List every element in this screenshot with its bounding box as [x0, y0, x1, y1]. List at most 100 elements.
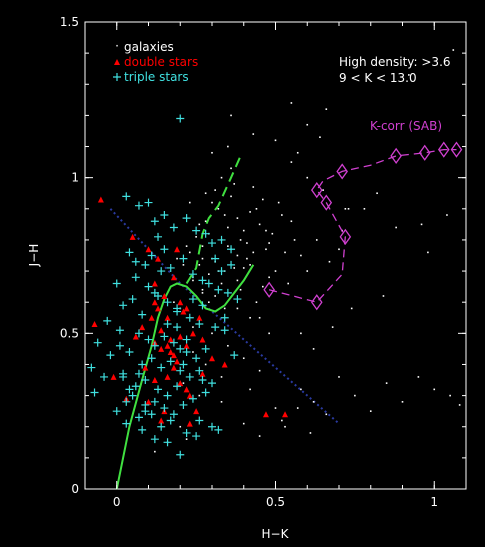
galaxies-point: [185, 245, 188, 247]
triple-stars-point: [150, 341, 159, 350]
triple-stars-point: [144, 282, 153, 291]
triple-stars-point: [115, 326, 124, 335]
galaxies-point: [198, 394, 201, 397]
triple-stars-point: [128, 391, 137, 400]
k-corr-sab-marker: [310, 294, 323, 311]
triple-stars-point: [185, 372, 194, 381]
triple-stars-point: [233, 295, 242, 304]
galaxies-point: [274, 139, 277, 142]
triple-stars-point: [112, 407, 121, 416]
galaxies-point: [233, 267, 236, 269]
galaxies-point: [220, 401, 223, 403]
galaxies-point: [211, 332, 213, 335]
triple-stars-point: [182, 335, 191, 344]
triple-stars-point: [176, 450, 185, 459]
double-stars-point: [262, 411, 269, 418]
triple-stars-point: [157, 422, 166, 431]
galaxies-point: [312, 348, 315, 350]
double-stars-point: [183, 386, 190, 393]
triple-stars-point: [179, 360, 188, 369]
triple-stars-point: [147, 410, 156, 419]
solid-line-line: [115, 264, 255, 490]
galaxies-point: [201, 245, 204, 247]
double-stars-point: [151, 299, 158, 306]
double-stars-point: [177, 333, 184, 340]
galaxies-point: [401, 401, 404, 403]
triple-stars-point: [198, 276, 207, 285]
triple-stars-point: [131, 382, 140, 391]
double-stars-point: [177, 299, 184, 306]
double-stars-point: [142, 364, 149, 371]
double-stars-point: [177, 380, 184, 387]
k-corr-sab-marker: [336, 163, 348, 180]
double-stars-point: [164, 314, 171, 321]
triple-stars-point: [141, 376, 150, 385]
galaxies-point: [268, 242, 270, 244]
galaxies-point: [385, 382, 388, 384]
galaxies-point: [188, 251, 191, 254]
double-stars-point: [145, 398, 152, 405]
annotation-k-range: 9 < K < 13.0: [339, 71, 417, 85]
galaxies-point: [382, 295, 385, 297]
galaxies-point: [452, 49, 455, 51]
triple-stars-point: [220, 313, 229, 322]
double-stars-point: [91, 320, 98, 327]
galaxies-point: [319, 136, 321, 138]
double-stars-point: [196, 314, 203, 321]
double-stars-point: [199, 370, 206, 377]
triple-stars-point: [154, 232, 163, 241]
triple-stars-point: [125, 385, 134, 394]
double-stars-point: [139, 324, 146, 331]
galaxies-point: [350, 307, 353, 310]
triple-stars-point: [166, 263, 175, 272]
triple-stars-point: [141, 260, 150, 269]
triple-stars-point: [176, 114, 185, 123]
x-tick-label-0: 0: [113, 495, 121, 509]
double-stars-point: [170, 274, 177, 281]
galaxies-point: [182, 264, 185, 266]
k-corr-sab-marker: [320, 194, 333, 211]
triple-stars-point: [169, 410, 178, 419]
galaxies-point: [236, 307, 239, 310]
triple-stars-point: [163, 438, 172, 447]
galaxies-point: [258, 435, 261, 437]
triple-stars-point: [119, 301, 128, 310]
triple-stars-point: [150, 217, 159, 226]
triple-stars-point: [93, 338, 102, 347]
dashed-line-line: [185, 155, 242, 285]
galaxies-point: [446, 214, 448, 216]
galaxies-point: [176, 257, 178, 260]
triple-stars-point: [134, 201, 143, 210]
triple-stars-point: [122, 192, 131, 201]
galaxies-point: [258, 369, 261, 372]
triple-stars-point: [122, 419, 131, 428]
galaxies-point: [211, 151, 213, 154]
legend-label-triple-stars: triple stars: [124, 70, 189, 84]
galaxies-point: [433, 388, 436, 391]
galaxies-point: [242, 357, 245, 360]
galaxies-point: [230, 114, 232, 117]
double-stars-point: [186, 392, 193, 399]
triple-stars-point: [87, 363, 96, 372]
galaxies-point: [198, 264, 201, 266]
k-corr-sab-marker: [437, 141, 450, 158]
galaxies-point: [211, 201, 213, 204]
triple-stars-point: [166, 357, 175, 366]
triple-stars-point: [157, 267, 166, 276]
triple-stars-point: [138, 310, 147, 319]
triple-stars-point: [227, 260, 236, 269]
triple-stars-point: [141, 407, 150, 416]
galaxies-point: [363, 208, 366, 210]
galaxies-point: [258, 316, 261, 319]
galaxies-point: [214, 189, 216, 191]
galaxies-point: [188, 201, 191, 204]
galaxies-point: [420, 223, 423, 226]
galaxies-point: [185, 438, 188, 440]
triple-stars-point: [204, 279, 213, 288]
galaxies-point: [306, 176, 309, 179]
triple-stars-point: [169, 223, 178, 232]
galaxies-point: [249, 264, 251, 266]
triple-stars-point: [134, 329, 143, 338]
k-corr-sab-marker: [390, 147, 402, 164]
